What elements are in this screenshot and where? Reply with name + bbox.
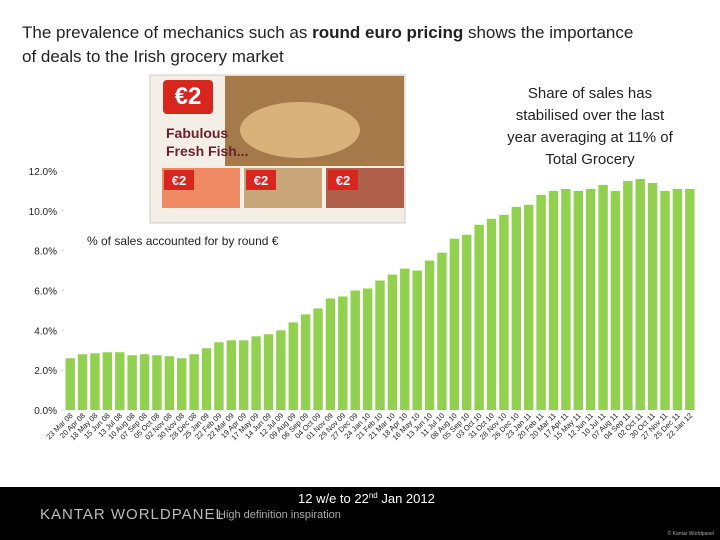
y-tick-label: 8.0% [34,247,57,258]
bar [412,270,422,410]
bar [598,184,608,410]
bar [523,204,534,410]
bar [548,190,559,410]
series-label: % of sales accounted for by round € [87,234,279,248]
bar [152,355,162,410]
bar [177,358,187,410]
bar [251,336,261,410]
annotation-line: Share of sales has [528,85,652,102]
bar [573,190,583,410]
bar [276,330,286,410]
period-text: Jan 2012 [378,491,435,506]
bar [325,298,336,410]
bar [647,182,658,410]
bar [511,206,522,410]
bar [313,308,323,410]
bar [561,188,571,410]
y-tick-label: 4.0% [34,326,57,337]
bar [400,268,410,410]
bar [214,342,224,410]
title-part: The prevalence of mechanics such as [22,23,312,42]
y-tick-label: 0.0% [34,406,57,417]
annotation-line: year averaging at 11% of [507,129,673,146]
bar [387,274,398,410]
bar [362,288,373,410]
title: of deals to the Irish grocery market [22,47,284,66]
bar [424,260,435,410]
bar [660,190,670,410]
bar [65,358,75,410]
headline: Fabulous [166,125,228,141]
bar [685,188,695,410]
footer [0,487,720,540]
advert-photo [240,102,360,158]
title: The prevalence of mechanics such as roun… [22,23,633,42]
bar [238,340,249,410]
bar [139,354,150,410]
bar [300,314,311,410]
bar [226,340,237,410]
copyright: © Kantar Worldpanel [668,530,714,537]
annotation-line: stabilised over the last [516,107,665,124]
y-tick-label: 10.0% [29,207,57,218]
advert: €2 Fabulous Fresh Fish... €2 €2 €2 [149,74,406,224]
bar [449,238,460,410]
bar [288,322,298,410]
bar [623,180,633,410]
title-emphasis: round euro pricing [312,23,463,42]
headline: Fresh Fish... [166,143,248,159]
period: 12 w/e to 22nd Jan 2012 [298,491,435,506]
bar [189,354,199,410]
plot: 0.0%2.0%4.0%6.0%8.0%10.0%12.0%23 Mar 082… [29,167,695,442]
y-tick-label: 2.0% [34,366,57,377]
bar [610,190,621,410]
title-part: shows the importance [463,23,633,42]
bar [474,224,484,410]
bar [375,280,385,410]
bar [127,355,137,410]
price: €2 [175,83,202,110]
price-badge [246,170,276,190]
price-badge [163,80,213,114]
y-tick-label: 12.0% [29,167,57,178]
bar [201,348,212,410]
period-text: 12 w/e to 22 [298,491,369,506]
bar [263,334,274,410]
bar [486,218,497,410]
bar [338,296,348,410]
bar [164,356,175,410]
bar [90,353,100,410]
price-badge [164,170,194,190]
bar [499,214,509,410]
bar [115,352,125,410]
price-badge [328,170,358,190]
price: €2 [336,173,350,188]
bar [635,178,645,410]
bar [585,188,596,410]
bar [536,194,546,410]
bar [462,234,472,410]
price: €2 [172,173,186,188]
bar [77,354,88,410]
bar [350,290,360,410]
annotation-line: Total Grocery [545,151,635,168]
annotation: Share of sales has stabilised over the l… [507,85,673,168]
price: €2 [254,173,268,188]
bar [672,188,683,410]
y-tick-label: 6.0% [34,287,57,298]
bar [102,352,113,410]
brand: KANTAR WORLDPANEL [40,506,225,523]
period-suffix: nd [369,491,378,500]
tagline: High definition inspiration [218,509,341,521]
bar [437,252,447,410]
